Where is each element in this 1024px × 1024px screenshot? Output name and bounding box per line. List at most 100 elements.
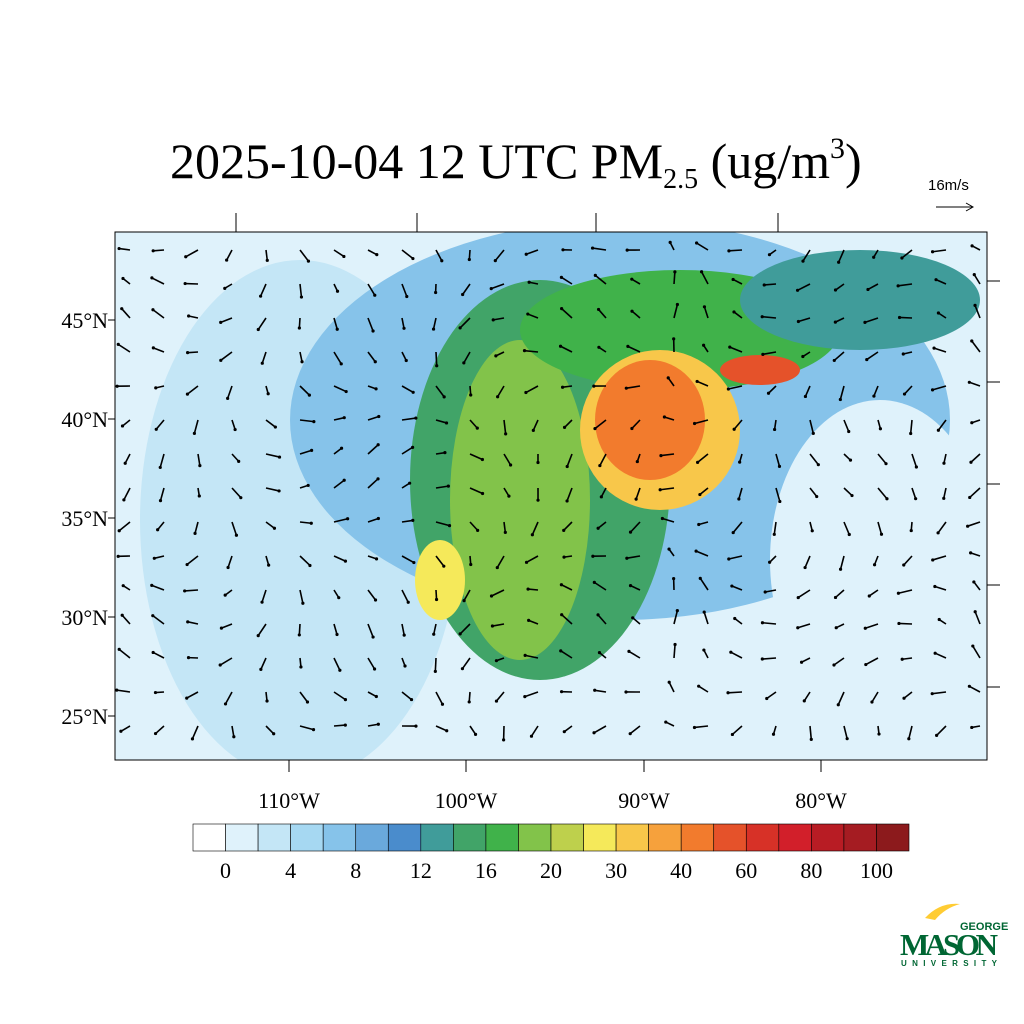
wind-arrow xyxy=(592,247,607,251)
wind-arrow-head xyxy=(937,617,941,622)
wind-arrow xyxy=(265,453,280,458)
wind-arrow xyxy=(151,277,165,285)
wind-arrow-head xyxy=(343,723,347,727)
wind-arrow xyxy=(469,419,478,429)
wind-arrow xyxy=(867,283,879,291)
wind-arrow xyxy=(804,555,811,568)
wind-arrow-head xyxy=(866,287,870,292)
wind-arrow-head xyxy=(658,488,662,492)
wind-arrow-head xyxy=(402,633,406,637)
wind-arrow xyxy=(224,691,233,705)
wind-arrow-head xyxy=(372,667,377,671)
wind-arrow-head xyxy=(527,280,531,284)
wind-arrow xyxy=(804,385,811,397)
wind-arrow-head xyxy=(816,463,820,467)
wind-arrow xyxy=(631,419,641,430)
wind-arrow-head xyxy=(935,733,939,738)
wind-arrow xyxy=(259,283,267,297)
wind-arrow-head xyxy=(772,427,777,432)
wind-arrow-head xyxy=(738,460,742,464)
wind-arrow-head xyxy=(440,702,445,706)
wind-arrow-head xyxy=(116,342,120,346)
wind-arrow xyxy=(694,419,709,425)
wind-arrow-head xyxy=(297,326,301,330)
vector-scale-label: 16m/s xyxy=(928,177,969,194)
wind-arrow xyxy=(969,381,981,387)
wind-arrow-head xyxy=(496,395,500,399)
colorbar-box xyxy=(355,823,389,852)
wind-arrow xyxy=(933,347,947,353)
wind-arrow-head xyxy=(342,478,346,482)
colorbar: 0 4 8 12 16 20 30 40 60 80 100 xyxy=(192,823,910,883)
wind-arrow-head xyxy=(930,250,935,254)
wind-arrow-head xyxy=(265,699,269,703)
wind-arrow-head xyxy=(760,621,765,625)
wind-arrow-head xyxy=(795,288,800,292)
wind-arrow-head xyxy=(190,737,195,741)
wind-arrow-head xyxy=(796,319,801,324)
wind-arrow xyxy=(461,657,471,670)
wind-arrow-head xyxy=(115,688,119,692)
wind-arrow-head xyxy=(154,386,158,390)
wind-arrow-head xyxy=(411,518,415,523)
wind-arrow-head xyxy=(183,281,187,286)
wind-arrow-head xyxy=(596,526,600,530)
wind-arrow xyxy=(594,689,607,693)
wind-arrow xyxy=(843,419,850,432)
wind-arrow-head xyxy=(796,626,800,630)
wind-arrow xyxy=(367,444,379,455)
title-sup: 3 xyxy=(830,132,845,165)
wind-arrow xyxy=(696,242,709,251)
wind-arrow-head xyxy=(733,616,737,621)
wind-arrow xyxy=(762,657,777,660)
lat-label: 40°N xyxy=(61,407,108,432)
wind-arrow-head xyxy=(673,270,677,274)
wind-arrow-head xyxy=(702,610,706,614)
wind-arrow xyxy=(703,611,709,625)
wind-arrow-head xyxy=(902,563,906,567)
wind-arrow xyxy=(631,310,641,319)
wind-arrow-head xyxy=(562,730,566,734)
wind-arrow-head xyxy=(273,425,277,429)
wind-arrow-head xyxy=(408,481,412,485)
wind-arrow-head xyxy=(503,530,507,535)
wind-arrow-head xyxy=(885,497,889,501)
wind-arrow-head xyxy=(462,361,466,365)
wind-arrow xyxy=(401,446,414,455)
wind-arrow-head xyxy=(969,551,973,555)
wind-arrow-head xyxy=(308,563,312,568)
logo-flame xyxy=(925,903,960,920)
wind-arrow xyxy=(767,385,777,394)
wind-arrow xyxy=(524,691,539,698)
wind-arrow-head xyxy=(260,600,264,604)
wind-arrow xyxy=(298,623,301,635)
wind-arrow-head xyxy=(338,668,342,672)
wind-arrow xyxy=(974,305,981,319)
wind-arrow xyxy=(733,419,743,430)
wind-arrow-head xyxy=(970,339,974,343)
wind-arrow xyxy=(635,487,641,500)
wind-arrow-head xyxy=(414,416,418,420)
wind-arrow-head xyxy=(184,255,188,259)
wind-arrow-head xyxy=(233,427,237,432)
wind-arrow xyxy=(151,584,165,591)
wind-arrow-head xyxy=(565,464,569,469)
wind-arrow-head xyxy=(675,609,679,613)
wind-arrow-head xyxy=(462,599,466,603)
wind-arrow-head xyxy=(729,650,733,654)
colorbar-label: 16 xyxy=(475,858,497,883)
wind-arrow-head xyxy=(267,563,271,567)
wind-arrow xyxy=(903,385,913,395)
colorbar-label: 100 xyxy=(860,858,893,883)
wind-arrow-head xyxy=(414,724,418,728)
wind-arrow-head xyxy=(833,595,838,600)
wind-arrow xyxy=(662,517,675,523)
wind-arrow xyxy=(843,725,848,739)
wind-arrow xyxy=(265,487,280,492)
wind-arrow-head xyxy=(183,589,187,593)
wind-arrow xyxy=(560,276,573,285)
colorbar-box xyxy=(843,823,877,852)
wind-arrow-head xyxy=(151,346,155,350)
wind-arrow xyxy=(937,419,947,431)
wind-arrow-head xyxy=(630,309,634,313)
